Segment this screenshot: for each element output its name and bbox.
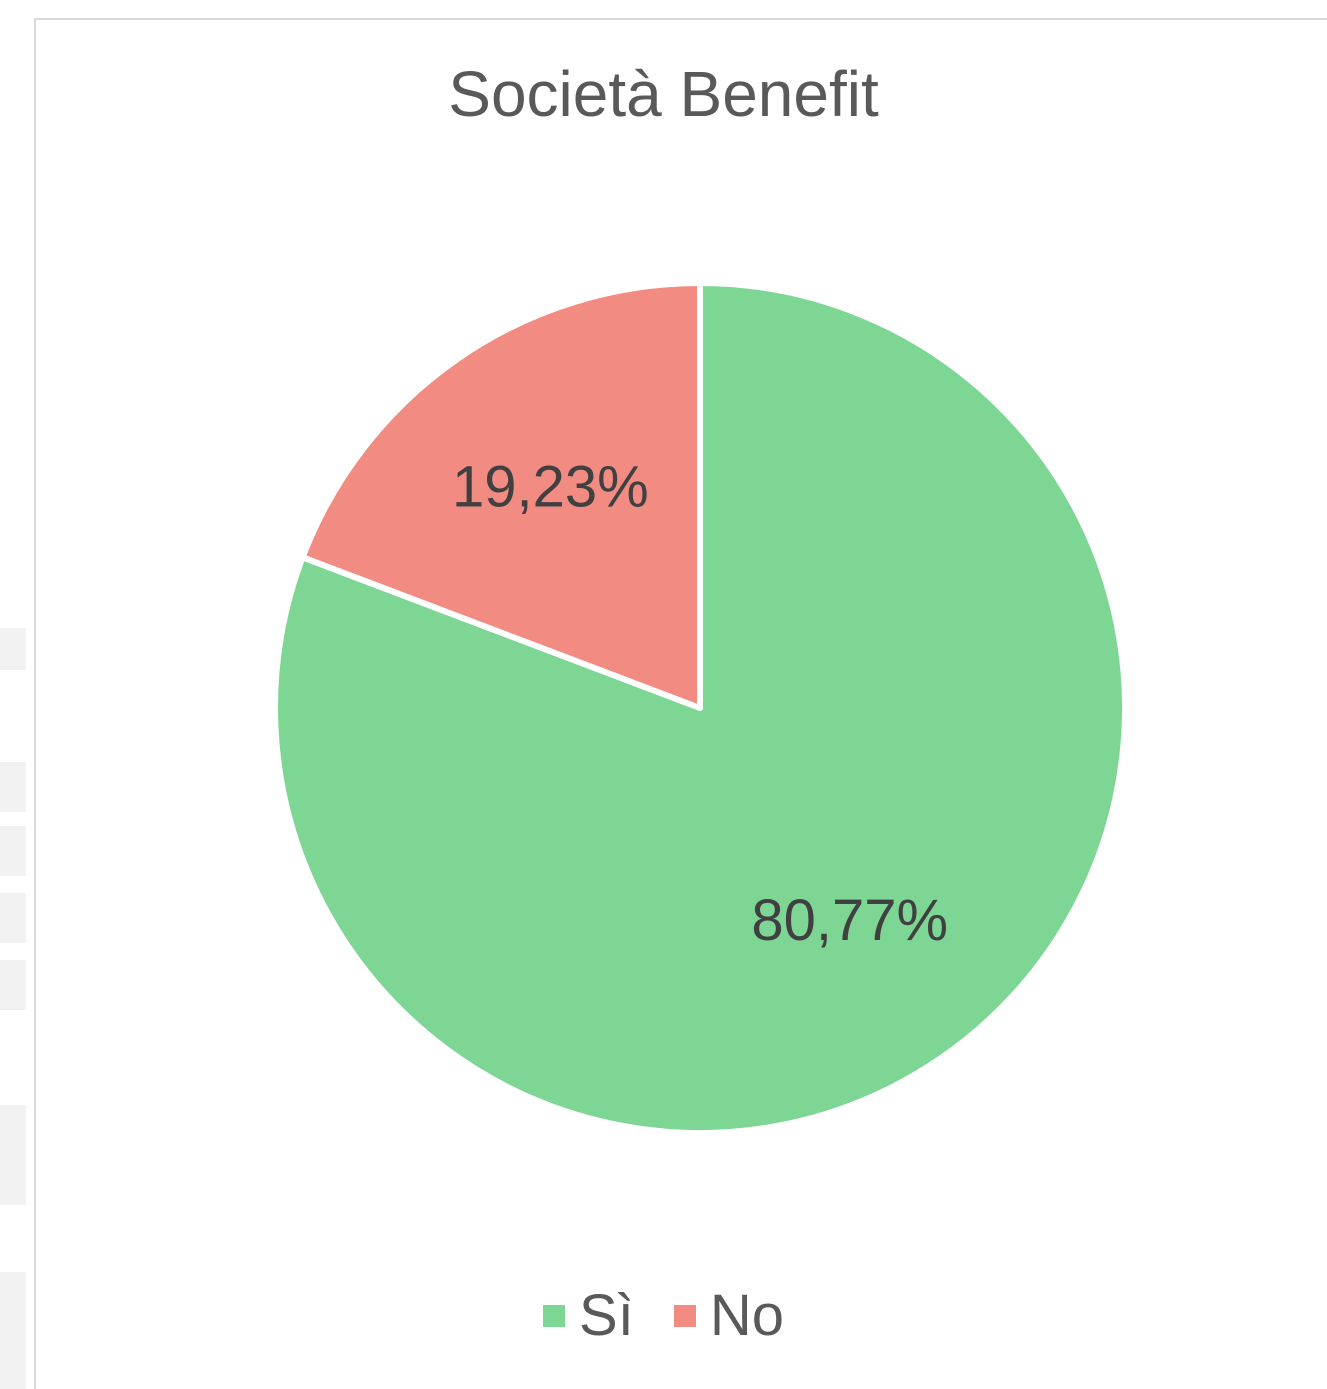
legend-label-no: No [709, 1283, 784, 1348]
legend-swatch-si [543, 1304, 566, 1327]
background-strip [0, 960, 26, 1010]
legend-item-si: Sì [543, 1282, 634, 1349]
pie-slice-no [299, 280, 703, 711]
data-label-si: 80,77% [751, 888, 948, 953]
legend-item-no: No [673, 1282, 784, 1349]
background-strip [0, 1272, 26, 1389]
legend-label-si: Sì [579, 1283, 634, 1348]
chart-title: Società Benefit [448, 58, 879, 130]
legend: Sì No [0, 1282, 1327, 1349]
background-strip [0, 762, 26, 812]
data-label-no: 19,23% [452, 454, 649, 519]
background-strip [0, 826, 26, 876]
background-strip [0, 628, 26, 670]
legend-swatch-no [673, 1304, 696, 1327]
background-strip [0, 1105, 26, 1205]
background-strip [0, 893, 26, 943]
